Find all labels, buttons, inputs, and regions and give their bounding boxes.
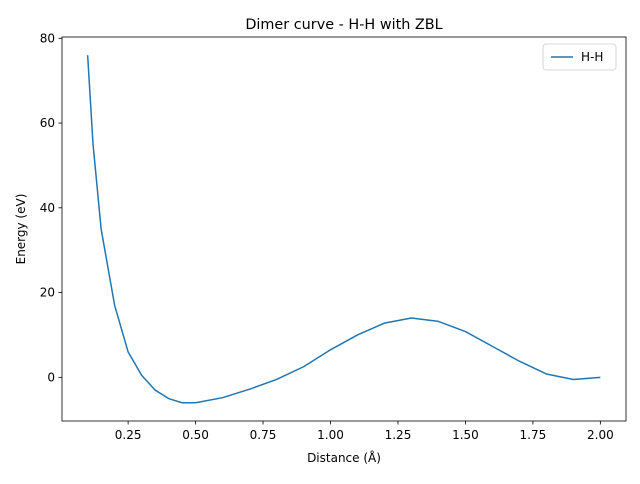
x-tick-label: 0.25 (115, 428, 142, 442)
x-tick-label: 0.50 (182, 428, 209, 442)
y-tick-label: 20 (40, 286, 55, 300)
axes-frame (61, 36, 627, 422)
x-tick-label: 1.50 (452, 428, 479, 442)
line (86, 55, 601, 404)
legend-label: H-H (581, 50, 603, 64)
x-tick-label: 1.75 (520, 428, 547, 442)
legend-box (542, 43, 617, 71)
x-tick-label: 1.25 (385, 428, 412, 442)
y-axis-label: Energy (eV) (14, 194, 28, 265)
y-tick-label: 0 (47, 370, 55, 384)
x-tick-label: 2.00 (587, 428, 614, 442)
y-tick-label: 80 (40, 31, 55, 45)
x-tick-label: 0.75 (250, 428, 277, 442)
y-tick-label: 60 (40, 116, 55, 130)
x-axis-label: Distance (Å) (307, 450, 381, 465)
chart-title: Dimer curve - H-H with ZBL (245, 17, 442, 33)
y-tick-label: 40 (40, 201, 55, 215)
x-tick-label: 1.00 (317, 428, 344, 442)
